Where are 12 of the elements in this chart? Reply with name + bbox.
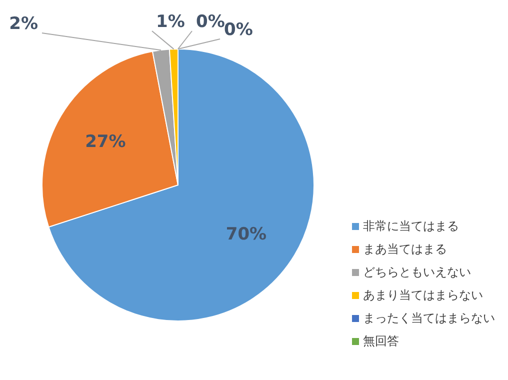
legend-label: まあ当てはまる: [363, 241, 447, 258]
legend-label: あまり当てはまらない: [363, 287, 483, 304]
data-label: 1%: [156, 12, 185, 32]
data-label: 2%: [9, 14, 38, 34]
legend-label: 無回答: [363, 333, 399, 350]
data-label: 27%: [85, 132, 126, 152]
text: 0%: [224, 20, 253, 40]
legend-label: まったく当てはまらない: [363, 310, 495, 327]
text: 0%: [196, 12, 225, 32]
legend-label: 非常に当てはまる: [363, 218, 459, 235]
data-label: 70%: [226, 224, 267, 245]
legend-label: どちらともいえない: [363, 264, 471, 281]
